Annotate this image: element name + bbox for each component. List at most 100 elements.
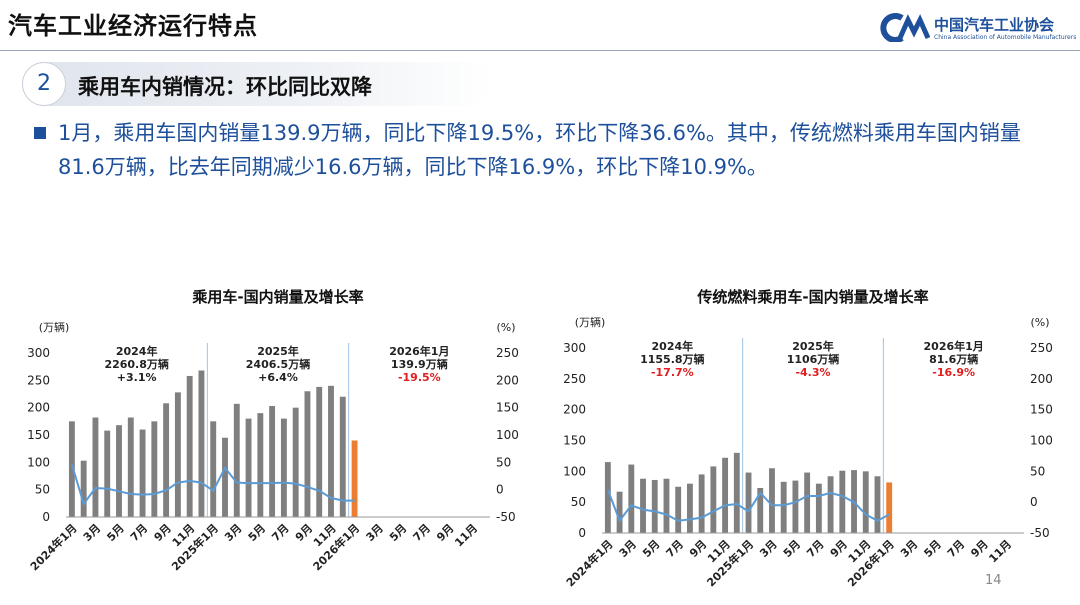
y2-tick-label: 100 bbox=[496, 428, 519, 442]
sales-bar bbox=[174, 392, 181, 517]
annotation-period: 2026年1月 bbox=[924, 339, 984, 353]
x-tick-label: 5月 bbox=[246, 522, 268, 544]
conventional-fuel-car-sales-chart: 传统燃料乘用车-国内销量及增长率 (万辆) (%) 0 50 100 150 200 250 30… bbox=[563, 288, 1053, 590]
y2-tick-label: 200 bbox=[496, 373, 519, 387]
annotation-period: 2024年 bbox=[652, 339, 694, 353]
y-tick-label: 100 bbox=[27, 455, 50, 469]
x-tick-label: 3月 bbox=[81, 522, 103, 544]
sales-bar bbox=[210, 421, 217, 517]
annotation-total: 1106万辆 bbox=[787, 352, 840, 366]
sales-bar bbox=[733, 452, 740, 533]
x-tick-label: 3月 bbox=[757, 538, 779, 560]
y-tick-label: 300 bbox=[563, 341, 586, 355]
x-tick-label: 5月 bbox=[781, 538, 803, 560]
x-tick-label: 7月 bbox=[128, 522, 150, 544]
y2-tick-label: 50 bbox=[496, 455, 511, 469]
y-tick-label: 250 bbox=[563, 372, 586, 386]
sales-bar bbox=[780, 481, 787, 533]
section-title: 乘用车内销情况：环比同比双降 bbox=[78, 75, 372, 99]
growth-rate-line bbox=[70, 464, 355, 507]
y2-tick-label: 0 bbox=[496, 483, 504, 497]
x-tick-label: 7月 bbox=[804, 538, 826, 560]
annotation-total: 139.9万辆 bbox=[391, 357, 448, 371]
right-axis-unit: (%) bbox=[1030, 316, 1049, 329]
sales-bar bbox=[186, 375, 193, 517]
left-axis-unit: (万辆) bbox=[575, 315, 606, 329]
chart-title: 传统燃料乘用车-国内销量及增长率 bbox=[696, 288, 928, 306]
sales-bar bbox=[304, 391, 311, 517]
sales-bar bbox=[874, 476, 881, 533]
sales-bar bbox=[233, 403, 240, 517]
y2-tick-label: 150 bbox=[496, 401, 519, 415]
y2-tick-label: -50 bbox=[1030, 526, 1050, 540]
x-tick-label: 3月 bbox=[898, 538, 920, 560]
y-tick-label: 300 bbox=[27, 346, 50, 360]
x-tick-label: 5月 bbox=[921, 538, 943, 560]
page-title: 汽车工业经济运行特点 bbox=[8, 12, 258, 40]
sales-bar bbox=[339, 396, 346, 517]
y2-tick-label: 50 bbox=[1030, 464, 1045, 478]
annotation-total: 2260.8万辆 bbox=[104, 357, 168, 371]
section-number: 2 bbox=[22, 62, 66, 106]
sales-bar bbox=[686, 483, 693, 533]
left-axis-unit: (万辆) bbox=[39, 320, 70, 334]
annotation-total: 81.6万辆 bbox=[929, 352, 978, 366]
annotation-growth: -16.9% bbox=[932, 366, 975, 379]
y-tick-label: 200 bbox=[27, 401, 50, 415]
y2-tick-label: 200 bbox=[1030, 372, 1053, 386]
x-tick-label: 7月 bbox=[664, 538, 686, 560]
sales-bar bbox=[104, 430, 111, 517]
annotation-growth: -17.7% bbox=[651, 366, 694, 379]
x-tick-label: 2024年1月 bbox=[563, 537, 616, 590]
y2-tick-label: 150 bbox=[1030, 403, 1053, 417]
sales-bar bbox=[316, 386, 323, 517]
sales-bar bbox=[257, 413, 264, 517]
cam-logo-icon bbox=[880, 13, 930, 42]
sales-bar bbox=[827, 476, 834, 533]
annotation-total: 1155.8万辆 bbox=[640, 352, 704, 366]
x-tick-label: 5月 bbox=[104, 522, 126, 544]
annotation-growth: +6.4% bbox=[258, 371, 298, 384]
sales-bar bbox=[651, 479, 658, 533]
passenger-car-sales-chart: 乘用车-国内销量及增长率 (万辆) (%) 0 50 100 150 200 250 300 -50… bbox=[27, 288, 519, 573]
y-tick-label: 0 bbox=[578, 526, 586, 540]
sales-bar bbox=[151, 421, 158, 517]
annotation-growth: +3.1% bbox=[117, 371, 157, 384]
sales-bar bbox=[616, 491, 623, 533]
y-tick-label: 200 bbox=[563, 403, 586, 417]
sales-bar bbox=[245, 418, 252, 517]
annotation-growth: -4.3% bbox=[795, 366, 830, 379]
sales-bar bbox=[116, 425, 122, 517]
sales-bar bbox=[198, 370, 205, 517]
y-tick-label: 250 bbox=[27, 373, 50, 387]
annotation-period: 2025年 bbox=[257, 344, 299, 358]
annotation-total: 2406.5万辆 bbox=[246, 357, 310, 371]
sales-bar bbox=[351, 440, 358, 517]
right-axis-unit: (%) bbox=[496, 321, 515, 334]
sales-bar bbox=[804, 472, 811, 533]
x-tick-label: 7月 bbox=[411, 522, 433, 544]
sales-bar bbox=[640, 478, 646, 533]
growth-rate-line bbox=[606, 489, 890, 523]
y2-tick-label: 250 bbox=[1030, 341, 1053, 355]
x-tick-label: 7月 bbox=[269, 522, 291, 544]
y-tick-label: 150 bbox=[563, 434, 586, 448]
y2-tick-label: 100 bbox=[1030, 434, 1053, 448]
x-tick-label: 7月 bbox=[945, 538, 967, 560]
sales-bar bbox=[222, 437, 228, 517]
annotation-period: 2024年 bbox=[116, 344, 158, 358]
summary-paragraph: 1月，乘用车国内销量139.9万辆，同比下降19.5%，环比下降36.6%。其中… bbox=[58, 121, 1021, 179]
sales-bar bbox=[757, 487, 764, 533]
association-logo: 中国汽车工业协会 China Association of Automobile… bbox=[880, 10, 1076, 46]
bullet-square-icon bbox=[34, 127, 46, 139]
sales-bar bbox=[698, 474, 705, 533]
sales-bar bbox=[745, 472, 752, 533]
y-tick-label: 0 bbox=[42, 510, 50, 524]
y2-tick-label: -50 bbox=[496, 510, 516, 524]
page-number: 14 bbox=[985, 573, 1002, 588]
sales-bar bbox=[68, 421, 75, 517]
sales-bar bbox=[862, 471, 869, 533]
x-tick-label: 5月 bbox=[387, 522, 409, 544]
sales-bar bbox=[769, 468, 775, 533]
chart-title: 乘用车-国内销量及增长率 bbox=[191, 288, 363, 306]
